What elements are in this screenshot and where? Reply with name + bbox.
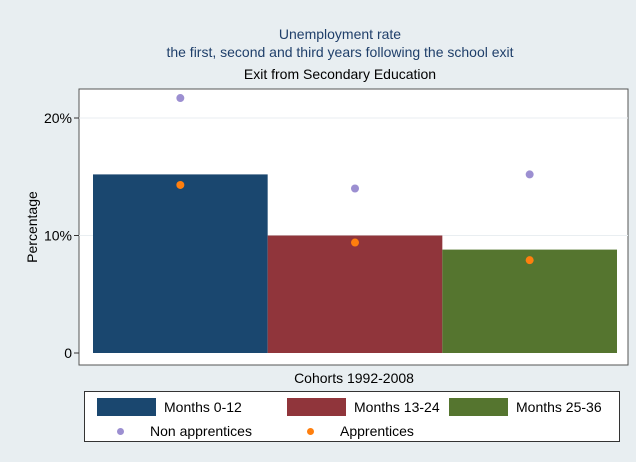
bar: [93, 174, 268, 353]
legend: Months 0-12 Months 13-24 Months 25-36 No…: [84, 391, 620, 442]
legend-label: Months 25-36: [516, 399, 602, 415]
legend-item-apprentices: Apprentices: [287, 423, 414, 439]
panel-title: Exit from Secondary Education: [243, 66, 437, 82]
legend-label: Non apprentices: [150, 423, 252, 439]
chart-title: Unemployment rate: [278, 26, 402, 42]
legend-item-non-apprentices: Non apprentices: [97, 423, 252, 439]
legend-swatch: [287, 398, 346, 416]
points: [176, 94, 534, 265]
legend-swatch: [97, 398, 156, 416]
x-axis-label: Cohorts 1992-2008: [294, 370, 414, 386]
legend-item-months-0-12: Months 0-12: [97, 398, 242, 416]
y-tick-label: 0: [64, 345, 72, 361]
y-tick-label: 20%: [44, 110, 72, 126]
legend-label: Months 13-24: [354, 399, 440, 415]
y-axis: 0 10% 20%: [44, 110, 79, 361]
data-point: [351, 238, 359, 247]
legend-item-months-25-36: Months 25-36: [449, 398, 602, 416]
legend-swatch: [449, 398, 508, 416]
y-tick-label: 10%: [44, 228, 72, 244]
data-point: [176, 94, 185, 103]
chart-subtitle: the first, second and third years follow…: [166, 44, 514, 60]
bars: [93, 174, 617, 353]
data-point: [525, 256, 534, 265]
bar: [267, 235, 443, 353]
data-point: [176, 180, 185, 189]
legend-marker: [307, 427, 314, 435]
y-axis-label: Percentage: [24, 191, 40, 263]
legend-label: Months 0-12: [164, 399, 242, 415]
data-point: [525, 170, 534, 179]
legend-item-months-13-24: Months 13-24: [287, 398, 440, 416]
legend-label: Apprentices: [340, 423, 414, 439]
legend-marker: [117, 427, 124, 435]
data-point: [351, 184, 359, 193]
bar: [442, 249, 617, 353]
chart-svg: 0 10% 20% Percentage Cohorts 1992-2008: [24, 88, 629, 386]
chart-titles: Unemployment rate the first, second and …: [0, 0, 636, 90]
